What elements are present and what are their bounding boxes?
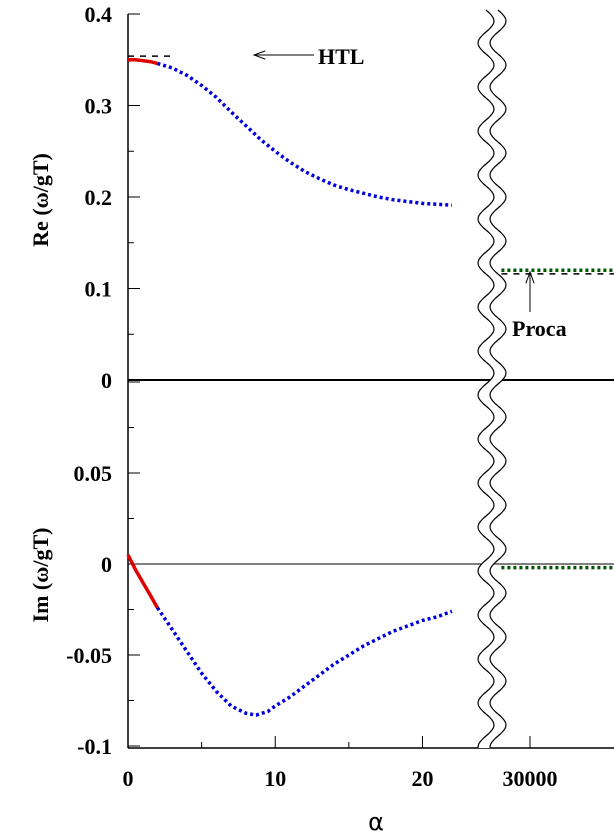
y-tick-label-top: 0.1	[85, 277, 113, 302]
y-tick-label-top: 0	[101, 368, 112, 393]
axis-break-line-right	[489, 9, 507, 748]
annotation-htl: HTL	[318, 44, 364, 69]
y-tick-label-bottom: -0.1	[77, 734, 112, 759]
x-tick-label: 10	[264, 766, 286, 791]
x-tick-label: 20	[411, 766, 433, 791]
series-top-0	[128, 58, 158, 66]
series-top-1	[156, 61, 453, 207]
ylabel-top: Re (ω/gT)	[28, 153, 53, 247]
y-tick-label-bottom: 0	[101, 552, 112, 577]
arrow-htl-head	[252, 50, 266, 60]
ylabel-bottom: Im (ω/gT)	[28, 528, 53, 623]
y-tick-label-top: 0.3	[85, 94, 113, 119]
data-layer	[126, 50, 614, 717]
x-tick-label: 30000	[503, 766, 558, 791]
xlabel: α	[368, 808, 384, 836]
arrow-proca-head	[525, 270, 535, 284]
series-bottom-1	[155, 606, 453, 717]
axis-break-line-left	[477, 9, 495, 748]
y-tick-label-top: 0.2	[85, 185, 113, 210]
axis-break	[477, 9, 507, 748]
annotation-proca: Proca	[512, 316, 567, 341]
y-tick-label-bottom: 0.05	[74, 461, 113, 486]
text-layer: HTL Proca Re (ω/gT) Im (ω/gT) α 0 0.1 0.2 0…	[28, 2, 567, 836]
y-tick-label-bottom: -0.05	[66, 643, 112, 668]
x-tick-label: 0	[123, 766, 134, 791]
y-tick-label-top: 0.4	[85, 2, 113, 27]
axis-break-fill	[478, 10, 506, 748]
series-bottom-0	[126, 554, 159, 609]
chart-frame	[127, 13, 614, 749]
